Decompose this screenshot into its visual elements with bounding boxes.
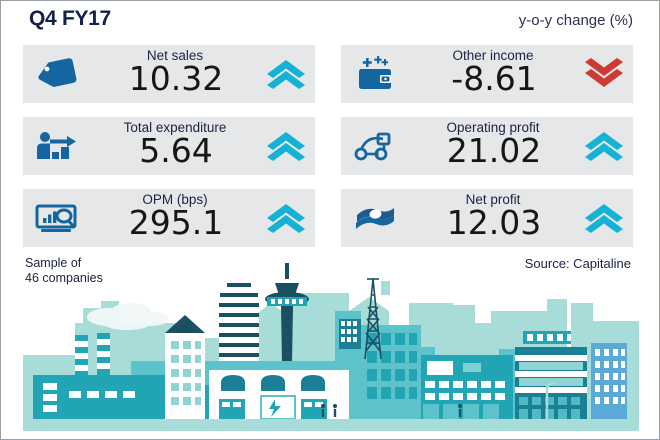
wallet-plus-icon	[349, 53, 401, 97]
metric-card-net-sales: Net sales 10.32	[23, 45, 315, 103]
arrow-up-double-icon	[581, 129, 627, 163]
arched-storefront	[205, 361, 353, 420]
page-title: Q4 FY17	[29, 7, 111, 30]
city-skyline-illustration	[23, 263, 639, 433]
radio-transmission-tower	[364, 278, 382, 360]
arrow-down-double-icon	[581, 57, 627, 91]
metric-label: Operating profit	[446, 120, 540, 135]
metric-card-opm: OPM (bps) 295.1	[23, 189, 315, 247]
tower-with-spire	[165, 315, 205, 419]
metric-label: Net sales	[146, 48, 204, 63]
metric-value: 5.64	[139, 131, 213, 170]
price-tag-icon	[31, 53, 83, 97]
antenna-panel	[381, 281, 390, 295]
office-block-windows	[361, 325, 421, 419]
metric-value: 12.03	[446, 203, 542, 242]
arrow-up-double-icon	[581, 201, 627, 235]
metric-card-other-income: Other income -8.61	[341, 45, 633, 103]
person-bar-growth-icon	[31, 125, 83, 169]
metric-value: 21.02	[446, 131, 542, 170]
metric-body: Total expenditure 5.64	[85, 119, 311, 173]
metric-value: 295.1	[128, 203, 224, 242]
pedestrian-figures	[321, 404, 462, 417]
metric-body: Operating profit 21.02	[403, 119, 629, 173]
monitor-analytics-icon	[31, 197, 83, 241]
metric-card-total-expenditure: Total expenditure 5.64	[23, 117, 315, 175]
metric-label: OPM (bps)	[142, 192, 208, 207]
metric-label: Other income	[452, 48, 534, 63]
smokestacks	[75, 333, 110, 379]
arrow-up-double-icon	[263, 201, 309, 235]
source-note: Source: Capitaline	[524, 256, 631, 271]
slim-blue-highrise	[589, 321, 627, 419]
page-subtitle: y-o-y change (%)	[518, 12, 633, 29]
arrow-up-double-icon	[263, 57, 309, 91]
metric-card-operating-profit: Operating profit 21.02	[341, 117, 633, 175]
ground-band	[23, 419, 639, 431]
wide-foreground-building	[421, 355, 513, 419]
metric-body: Other income -8.61	[403, 47, 629, 101]
metric-label: Net profit	[465, 192, 521, 207]
metric-body: Net sales 10.32	[85, 47, 311, 101]
street-lamp	[545, 381, 556, 419]
metric-value: -8.61	[451, 59, 537, 98]
sample-note-line1: Sample of	[25, 256, 82, 270]
arrow-up-double-icon	[263, 129, 309, 163]
banknotes-icon	[349, 197, 401, 241]
network-nodes-icon	[349, 125, 401, 169]
sample-note-line2: 46 companies	[25, 271, 103, 285]
metric-value: 10.32	[128, 59, 224, 98]
header: Q4 FY17 y-o-y change (%)	[1, 1, 659, 41]
metric-card-net-profit: Net profit 12.03	[341, 189, 633, 247]
smoke-cloud	[87, 303, 169, 330]
sample-note: Sample of 46 companies	[25, 256, 103, 286]
metric-body: Net profit 12.03	[403, 191, 629, 245]
metric-body: OPM (bps) 295.1	[85, 191, 311, 245]
metric-label: Total expenditure	[123, 120, 227, 135]
